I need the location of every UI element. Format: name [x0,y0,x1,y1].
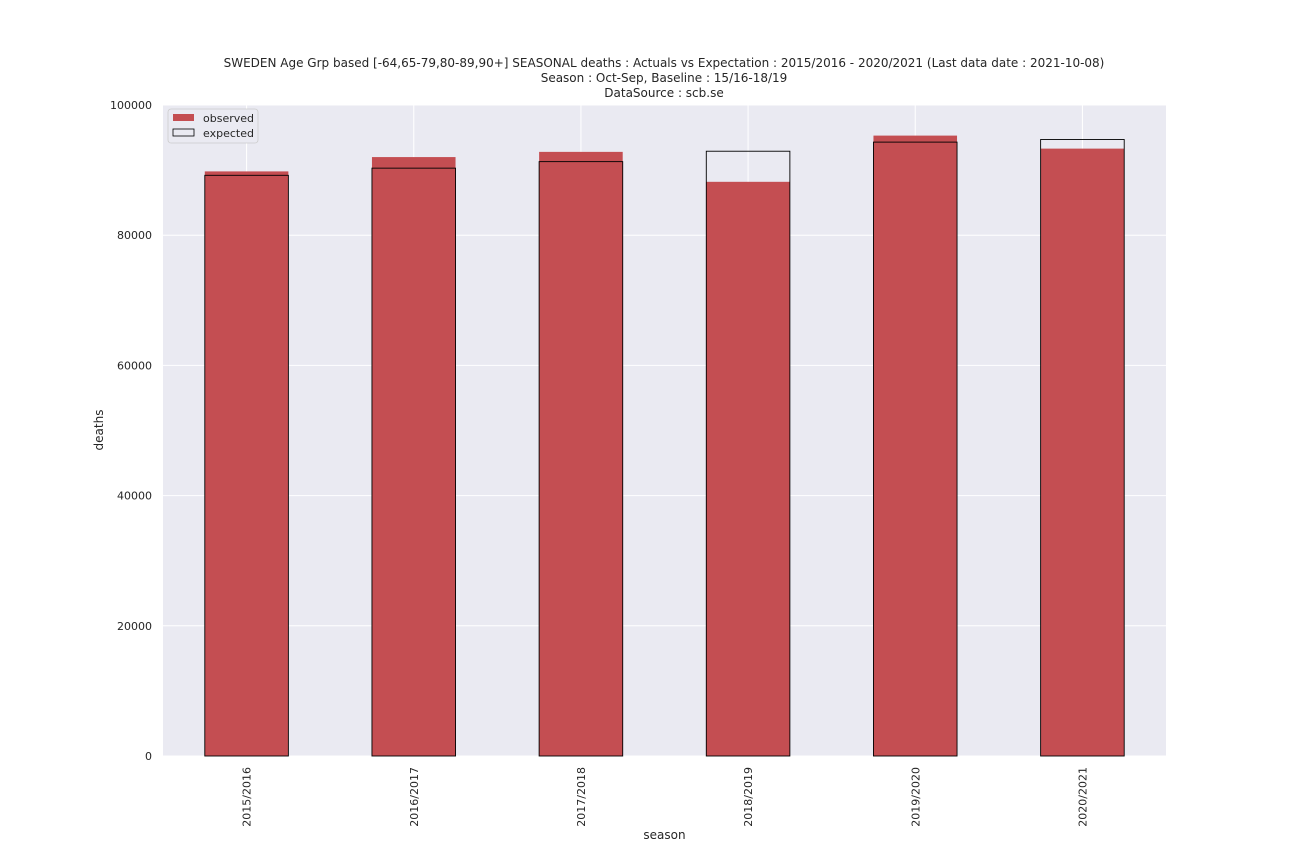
y-tick-label: 40000 [117,490,152,503]
y-tick-labels: 0 20000 40000 60000 80000 100000 [110,99,152,763]
plot-area [163,105,1166,756]
legend-label-expected: expected [203,127,254,140]
x-tick-label: 2017/2018 [575,767,588,827]
bar-observed [1040,148,1125,756]
x-axis-label: season [643,828,685,842]
x-tick-label: 2020/2021 [1076,767,1089,827]
y-axis-label: deaths [92,410,106,451]
x-tick-label: 2019/2020 [909,767,922,827]
bar-observed [873,135,958,757]
bar-expected [705,150,791,757]
legend-label-observed: observed [203,112,254,125]
bar-expected [371,167,456,757]
chart-subtitle: Season : Oct-Sep, Baseline : 15/16-18/19 [540,71,788,85]
bar-expected [538,161,624,757]
y-tick-label: 60000 [117,359,152,372]
y-tick-label: 20000 [117,620,152,633]
bar-observed [204,171,289,757]
y-tick-label: 0 [145,750,152,763]
bar-expected [204,174,289,757]
chart-title: SWEDEN Age Grp based [-64,65-79,80-89,90… [223,56,1105,70]
bar-observed [539,151,623,756]
legend-swatch-expected [172,128,195,137]
legend: observed expected [167,108,259,144]
y-tick-label: 100000 [110,99,152,112]
x-tick-label: 2016/2017 [408,767,421,827]
x-tick-label: 2018/2019 [742,767,755,827]
bar-observed [371,157,456,756]
chart-source: DataSource : scb.se [604,86,724,100]
bars [204,135,1125,757]
legend-swatch-observed [173,114,194,121]
chart-title-block: SWEDEN Age Grp based [-64,65-79,80-89,90… [0,56,1296,101]
x-tick-labels: 2015/2016 2016/2017 2017/2018 2018/2019 2019… [241,767,1090,827]
x-tick-label: 2015/2016 [241,767,254,827]
y-tick-label: 80000 [117,229,152,242]
bar-observed [706,181,790,756]
bar-expected [873,141,958,757]
bar-expected [1040,139,1125,757]
